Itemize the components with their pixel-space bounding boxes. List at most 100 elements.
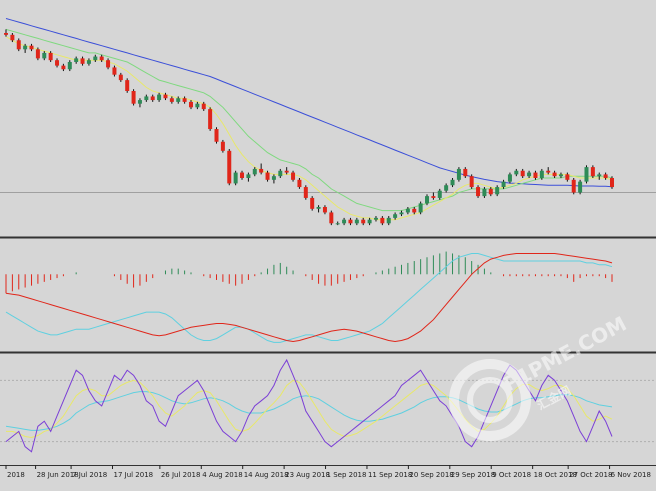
candle-body xyxy=(233,172,238,184)
candle-body xyxy=(393,214,398,218)
candle-body xyxy=(201,103,206,110)
candle-body xyxy=(527,172,532,177)
x-axis-tick-label: 6 Nov 2018 xyxy=(611,471,651,479)
candle-body xyxy=(380,217,385,224)
candle-body xyxy=(603,174,608,178)
candle-body xyxy=(578,181,583,193)
candle-body xyxy=(514,170,519,175)
candle-body xyxy=(501,181,506,188)
candle-body xyxy=(329,212,334,224)
candle-body xyxy=(488,188,493,195)
candle-body xyxy=(150,96,155,101)
candle-body xyxy=(571,179,576,193)
x-axis-tick-label: 9 Oct 2018 xyxy=(492,471,531,479)
candle-body xyxy=(137,100,142,104)
candle-body xyxy=(342,219,347,224)
candle-body xyxy=(520,170,525,177)
mid-ma-line xyxy=(5,28,613,212)
x-axis-tick-label: 23 Aug 2018 xyxy=(285,471,330,479)
candle-body xyxy=(42,52,47,59)
candle-body xyxy=(386,217,391,224)
watermark-sub: 汇金网 xyxy=(534,382,573,412)
x-axis-tick-label: 14 Aug 2018 xyxy=(244,471,289,479)
candle-body xyxy=(163,94,168,99)
candle-body xyxy=(208,109,213,130)
x-axis-tick-label: 26 Jul 2018 xyxy=(161,471,201,479)
candle-body xyxy=(450,179,455,186)
candle-body xyxy=(259,168,264,173)
x-axis-tick-label: 20 Sep 2018 xyxy=(409,471,453,479)
macd-main-line xyxy=(5,253,613,343)
candle-body xyxy=(335,223,340,225)
candle-body xyxy=(48,52,53,61)
candle-body xyxy=(291,172,296,180)
candle-body xyxy=(252,168,257,175)
x-axis-tick-label: 17 Jul 2018 xyxy=(114,471,154,479)
candle-body xyxy=(265,172,270,180)
stochastic-panel xyxy=(0,358,656,453)
candle-body xyxy=(157,94,162,101)
candle-body xyxy=(584,167,589,182)
candle-body xyxy=(55,60,60,66)
candle-body xyxy=(507,174,512,182)
candle-body xyxy=(539,170,544,178)
candle-body xyxy=(195,103,200,108)
x-axis-tick-label: 18 Oct 2018 xyxy=(534,471,577,479)
candle-body xyxy=(348,219,353,224)
x-axis-tick-label: 2018 xyxy=(7,471,25,479)
candle-body xyxy=(476,187,481,197)
candle-body xyxy=(533,172,538,178)
candle-body xyxy=(437,190,442,198)
candle-body xyxy=(35,49,40,59)
macd-panel xyxy=(0,251,656,354)
candle-body xyxy=(182,98,187,102)
candle-body xyxy=(220,141,225,151)
x-axis-tick-label: 11 Sep 2018 xyxy=(368,471,412,479)
candle-body xyxy=(367,219,372,224)
slow-ma-line xyxy=(5,18,613,188)
candle-body xyxy=(278,170,283,177)
candle-body xyxy=(125,80,130,91)
candle-body xyxy=(227,150,232,184)
price-panel xyxy=(0,18,656,239)
candle-body xyxy=(405,208,410,213)
candle-body xyxy=(80,58,85,64)
candle-body xyxy=(597,174,602,177)
candle-body xyxy=(86,60,91,64)
macd-signal-line xyxy=(5,253,613,343)
candle-body xyxy=(361,219,366,224)
candle-body xyxy=(425,196,430,204)
candle-body xyxy=(418,203,423,213)
x-axis-tick-label: 4 Aug 2018 xyxy=(202,471,242,479)
candle-body xyxy=(99,56,104,61)
candle-body xyxy=(373,217,378,220)
candle-body xyxy=(246,174,251,178)
candle-body xyxy=(399,212,404,215)
candle-body xyxy=(546,170,551,173)
candle-body xyxy=(176,98,181,102)
x-axis-tick-label: 27 Oct 2018 xyxy=(569,471,612,479)
candle-body xyxy=(10,34,15,41)
candle-body xyxy=(106,60,111,68)
candle-body xyxy=(412,208,417,213)
watermark-inner-ring xyxy=(467,377,513,423)
candle-body xyxy=(112,67,117,75)
candle-body xyxy=(169,98,174,102)
candle-body xyxy=(144,96,149,101)
candle-body xyxy=(214,129,219,142)
candle-body xyxy=(456,168,461,180)
x-axis-tick-label: 29 Sep 2018 xyxy=(451,471,495,479)
candle-body xyxy=(284,170,289,173)
candle-body xyxy=(188,101,193,108)
candle-body xyxy=(297,179,302,188)
candle-body xyxy=(131,91,136,104)
candle-body xyxy=(495,187,500,195)
candle-body xyxy=(16,40,21,50)
candle-body xyxy=(271,176,276,180)
candle-body xyxy=(469,176,474,188)
candle-body xyxy=(482,188,487,197)
candle-body xyxy=(558,174,563,177)
candle-body xyxy=(310,197,315,209)
